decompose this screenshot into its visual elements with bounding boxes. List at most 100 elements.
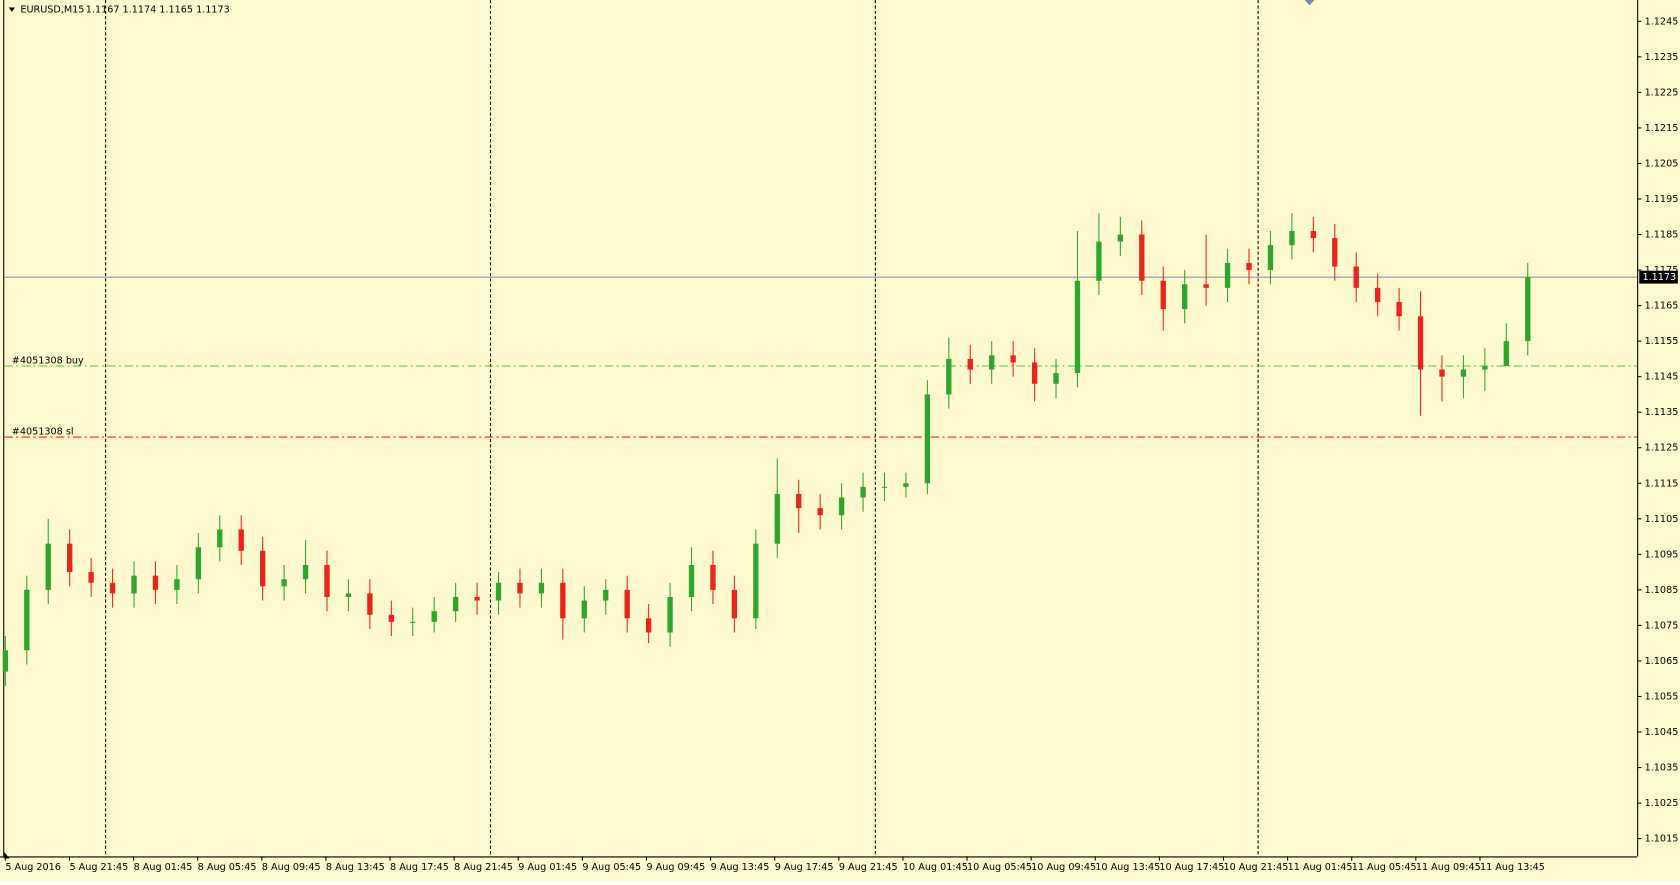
candle-body — [924, 394, 931, 484]
candle-body — [259, 550, 266, 587]
candle-body — [796, 493, 802, 509]
bid-label-box — [1639, 270, 1678, 284]
y-tick-label: 1.1125 — [1645, 443, 1679, 454]
x-tick-label: 9 Aug 21:45 — [839, 862, 898, 873]
candle-body — [452, 596, 459, 612]
candles — [2, 213, 1531, 686]
candle-body — [88, 572, 94, 583]
candle-body — [1182, 284, 1188, 310]
y-tick-label: 1.1225 — [1645, 87, 1679, 98]
candle-body — [109, 582, 116, 594]
y-tick-label: 1.1085 — [1645, 585, 1679, 596]
candle-body — [1525, 277, 1531, 342]
y-tick-label: 1.1165 — [1645, 301, 1679, 312]
x-tick-label: 8 Aug 13:45 — [326, 862, 385, 873]
candle-body — [302, 564, 309, 580]
candle-body — [624, 589, 630, 619]
x-tick-label: 8 Aug 01:45 — [134, 862, 193, 873]
x-tick-label: 9 Aug 01:45 — [518, 862, 577, 873]
candle-body — [645, 618, 652, 633]
candle-body — [1460, 369, 1467, 377]
x-tick-label: 11 Aug 09:45 — [1416, 862, 1481, 873]
y-tick-label: 1.1195 — [1645, 194, 1679, 205]
candle-body — [324, 564, 330, 597]
day-separators — [105, 0, 1259, 857]
candle-body — [67, 543, 73, 573]
shift-marker — [1304, 0, 1315, 6]
chart-subtitle: 1.1167 1.1174 1.1165 1.1173 — [86, 5, 230, 16]
y-tick-label: 1.1245 — [1645, 16, 1679, 27]
candle-body — [1053, 373, 1059, 384]
candle-body — [581, 600, 587, 619]
candle-body — [367, 593, 373, 615]
candle-body — [710, 564, 716, 590]
candle-body — [2, 650, 9, 672]
candle-body — [1246, 262, 1252, 271]
order-level-label: #4051308 buy — [12, 356, 84, 367]
candle-body — [345, 593, 352, 597]
candle-body — [538, 582, 545, 594]
x-tick-label: 9 Aug 09:45 — [646, 862, 705, 873]
candle-body — [838, 497, 845, 516]
candle-body — [152, 575, 159, 590]
candle-body — [860, 486, 866, 498]
candle-body — [217, 529, 223, 548]
candle-body — [281, 579, 287, 587]
x-tick-label: 10 Aug 17:45 — [1159, 862, 1224, 873]
candle-body — [946, 358, 952, 395]
candle-body — [1310, 230, 1317, 239]
candle-body — [881, 486, 888, 488]
candle-body — [1353, 266, 1359, 288]
candle-body — [517, 582, 523, 594]
candle-body — [688, 564, 695, 597]
x-tick-label: 8 Aug 21:45 — [454, 862, 513, 873]
x-tick-label: 9 Aug 17:45 — [775, 862, 834, 873]
candle-body — [195, 547, 202, 580]
candle-body — [1332, 238, 1338, 267]
candle-body — [1482, 366, 1488, 370]
x-tick-label: 8 Aug 17:45 — [390, 862, 449, 873]
candle-body — [1374, 287, 1381, 303]
candle-body — [989, 355, 995, 370]
x-tick-label: 9 Aug 05:45 — [582, 862, 641, 873]
y-tick-label: 1.1215 — [1645, 123, 1679, 134]
y-tick-label: 1.1135 — [1645, 407, 1679, 418]
order-level-label: #4051308 sl — [12, 427, 74, 438]
candle-body — [1224, 262, 1231, 288]
x-tick-label: 10 Aug 01:45 — [903, 862, 968, 873]
y-tick-label: 1.1055 — [1645, 691, 1679, 702]
y-tick-label: 1.1035 — [1645, 763, 1679, 774]
candle-body — [474, 596, 480, 601]
candle-body — [1203, 284, 1209, 288]
candle-body — [1139, 234, 1145, 281]
candle-body — [967, 358, 973, 370]
candle-body — [131, 575, 137, 594]
candle-body — [1396, 302, 1402, 317]
candle-body — [603, 589, 609, 601]
candle-body — [1160, 280, 1166, 310]
candle-body — [431, 611, 437, 622]
x-tick-label: 11 Aug 01:45 — [1288, 862, 1353, 873]
candle-body — [495, 582, 502, 601]
y-tick-label: 1.1075 — [1645, 620, 1679, 631]
candle-body — [410, 621, 416, 623]
x-tick-label: 10 Aug 21:45 — [1223, 862, 1288, 873]
x-tick-label: 10 Aug 13:45 — [1095, 862, 1160, 873]
y-tick-label: 1.1175 — [1645, 265, 1679, 276]
candle-body — [1031, 362, 1038, 384]
x-tick-label: 10 Aug 05:45 — [967, 862, 1032, 873]
x-tick-label: 5 Aug 2016 — [5, 862, 61, 873]
bid-label: 1.1173 — [1642, 272, 1676, 283]
candle-body — [24, 589, 30, 651]
candle-body — [238, 529, 244, 551]
y-tick-label: 1.1065 — [1645, 656, 1679, 667]
y-tick-label: 1.1045 — [1645, 727, 1679, 738]
candle-body — [1439, 369, 1445, 377]
y-tick-label: 1.1235 — [1645, 52, 1679, 63]
candle-body — [1096, 241, 1102, 281]
y-tick-label: 1.1105 — [1645, 514, 1679, 525]
chart-title: EURUSD,M15 — [20, 5, 84, 16]
x-tick-label: 10 Aug 09:45 — [1031, 862, 1096, 873]
